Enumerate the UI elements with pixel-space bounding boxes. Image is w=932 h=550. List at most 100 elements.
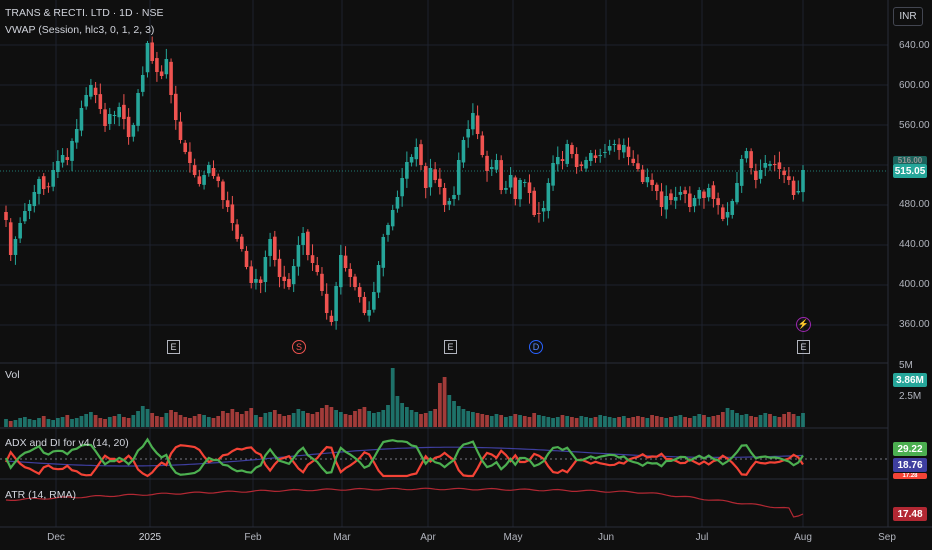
volume-bar bbox=[640, 417, 645, 427]
candle-body bbox=[688, 193, 692, 207]
candle-body bbox=[367, 310, 371, 316]
candle-body bbox=[758, 170, 763, 179]
volume-bar bbox=[659, 417, 664, 427]
candle-body bbox=[711, 185, 716, 199]
volume-bar bbox=[206, 417, 211, 427]
candle-body bbox=[221, 181, 225, 200]
dividend-event-icon[interactable]: D bbox=[529, 340, 543, 354]
candle-body bbox=[173, 93, 178, 120]
candle-body bbox=[390, 210, 395, 227]
volume-bar bbox=[786, 412, 791, 427]
candle-body bbox=[93, 87, 98, 95]
candle-body bbox=[768, 164, 772, 166]
volume-bar bbox=[650, 415, 654, 427]
candle-body bbox=[235, 224, 239, 239]
volume-bar bbox=[753, 417, 758, 427]
volume-bar bbox=[263, 413, 268, 427]
earnings-event-icon[interactable]: E bbox=[444, 340, 457, 354]
candle-body bbox=[669, 193, 673, 200]
volume-bar bbox=[235, 412, 239, 427]
candle-body bbox=[145, 43, 150, 73]
candle-body bbox=[513, 177, 518, 199]
candle-body bbox=[188, 151, 192, 163]
candle-body bbox=[622, 145, 626, 153]
volume-bar bbox=[32, 420, 37, 427]
di-minus-line bbox=[5, 444, 804, 478]
volume-pane-label[interactable]: Vol bbox=[5, 369, 20, 381]
price-tick: 480.00 bbox=[899, 199, 930, 210]
candle-body bbox=[480, 135, 485, 155]
candle-body bbox=[801, 170, 805, 193]
candle-body bbox=[532, 190, 536, 215]
volume-bar bbox=[555, 417, 560, 427]
atr-pane-label[interactable]: ATR (14, RMA) bbox=[5, 489, 76, 501]
candle-body bbox=[117, 107, 121, 118]
volume-bar bbox=[744, 414, 749, 427]
volume-bar bbox=[437, 383, 442, 427]
volume-bar bbox=[777, 417, 782, 427]
candle-body bbox=[395, 197, 400, 209]
candle-body bbox=[640, 169, 645, 182]
volume-bar bbox=[428, 411, 433, 427]
candle-body bbox=[664, 196, 669, 210]
candle-body bbox=[150, 42, 154, 61]
volume-bar bbox=[272, 410, 277, 427]
volume-bar bbox=[197, 414, 202, 427]
earnings-event-icon[interactable]: E bbox=[797, 340, 810, 354]
candle-body bbox=[574, 154, 579, 167]
volume-bar bbox=[603, 416, 607, 427]
volume-bar bbox=[461, 409, 466, 427]
candle-body bbox=[296, 245, 301, 267]
candle-body bbox=[140, 75, 145, 92]
volume-bar bbox=[287, 415, 291, 427]
adx-pane-label[interactable]: ADX and DI for v4 (14, 20) bbox=[5, 437, 129, 449]
volume-bar bbox=[268, 412, 272, 427]
candle-body bbox=[612, 144, 617, 145]
volume-bar bbox=[480, 414, 485, 427]
volume-bar bbox=[18, 418, 23, 427]
split-event-icon[interactable]: S bbox=[292, 340, 306, 354]
volume-bar bbox=[70, 419, 74, 427]
volume-bar bbox=[98, 418, 103, 427]
candle-body bbox=[310, 255, 315, 263]
price-tick: 640.00 bbox=[899, 40, 930, 51]
symbol-title[interactable]: TRANS & RECTI. LTD · 1D · NSE bbox=[5, 7, 164, 19]
volume-bar bbox=[518, 415, 522, 427]
prev-close-label: 516.00 bbox=[893, 156, 927, 165]
volume-bar bbox=[46, 419, 51, 427]
volume-bar bbox=[315, 412, 320, 427]
candle-body bbox=[51, 170, 55, 187]
volume-bar bbox=[4, 419, 8, 427]
candle-body bbox=[603, 152, 607, 153]
candle-body bbox=[329, 315, 334, 322]
candle-body bbox=[353, 276, 357, 287]
adx-badge: 18.76 bbox=[893, 458, 927, 472]
candle-body bbox=[84, 95, 88, 107]
candle-body bbox=[555, 157, 560, 165]
candle-body bbox=[414, 147, 419, 160]
volume-bar bbox=[362, 407, 367, 427]
di-minus-badge: 17.28 bbox=[893, 473, 927, 479]
volume-bar bbox=[55, 418, 60, 427]
vwap-legend[interactable]: VWAP (Session, hlc3, 0, 1, 2, 3) bbox=[5, 24, 155, 36]
volume-bar bbox=[423, 413, 428, 427]
candle-body bbox=[211, 167, 216, 176]
candle-body bbox=[126, 116, 131, 137]
earnings-event-icon[interactable]: E bbox=[167, 340, 180, 354]
volume-bar bbox=[74, 418, 79, 427]
volume-bar bbox=[244, 411, 249, 427]
lightning-event-icon[interactable]: ⚡ bbox=[796, 317, 811, 332]
candle-body bbox=[249, 266, 254, 283]
currency-button[interactable]: INR bbox=[893, 7, 923, 26]
candle-body bbox=[32, 192, 37, 207]
atr-layer bbox=[5, 487, 804, 518]
candle-body bbox=[655, 184, 659, 191]
volume-bar bbox=[225, 413, 230, 427]
candle-body bbox=[442, 187, 447, 205]
candle-body bbox=[570, 145, 574, 154]
volume-bar bbox=[433, 409, 438, 427]
volume-bar bbox=[687, 418, 692, 427]
candle-body bbox=[216, 176, 221, 181]
volume-bar bbox=[551, 418, 555, 427]
